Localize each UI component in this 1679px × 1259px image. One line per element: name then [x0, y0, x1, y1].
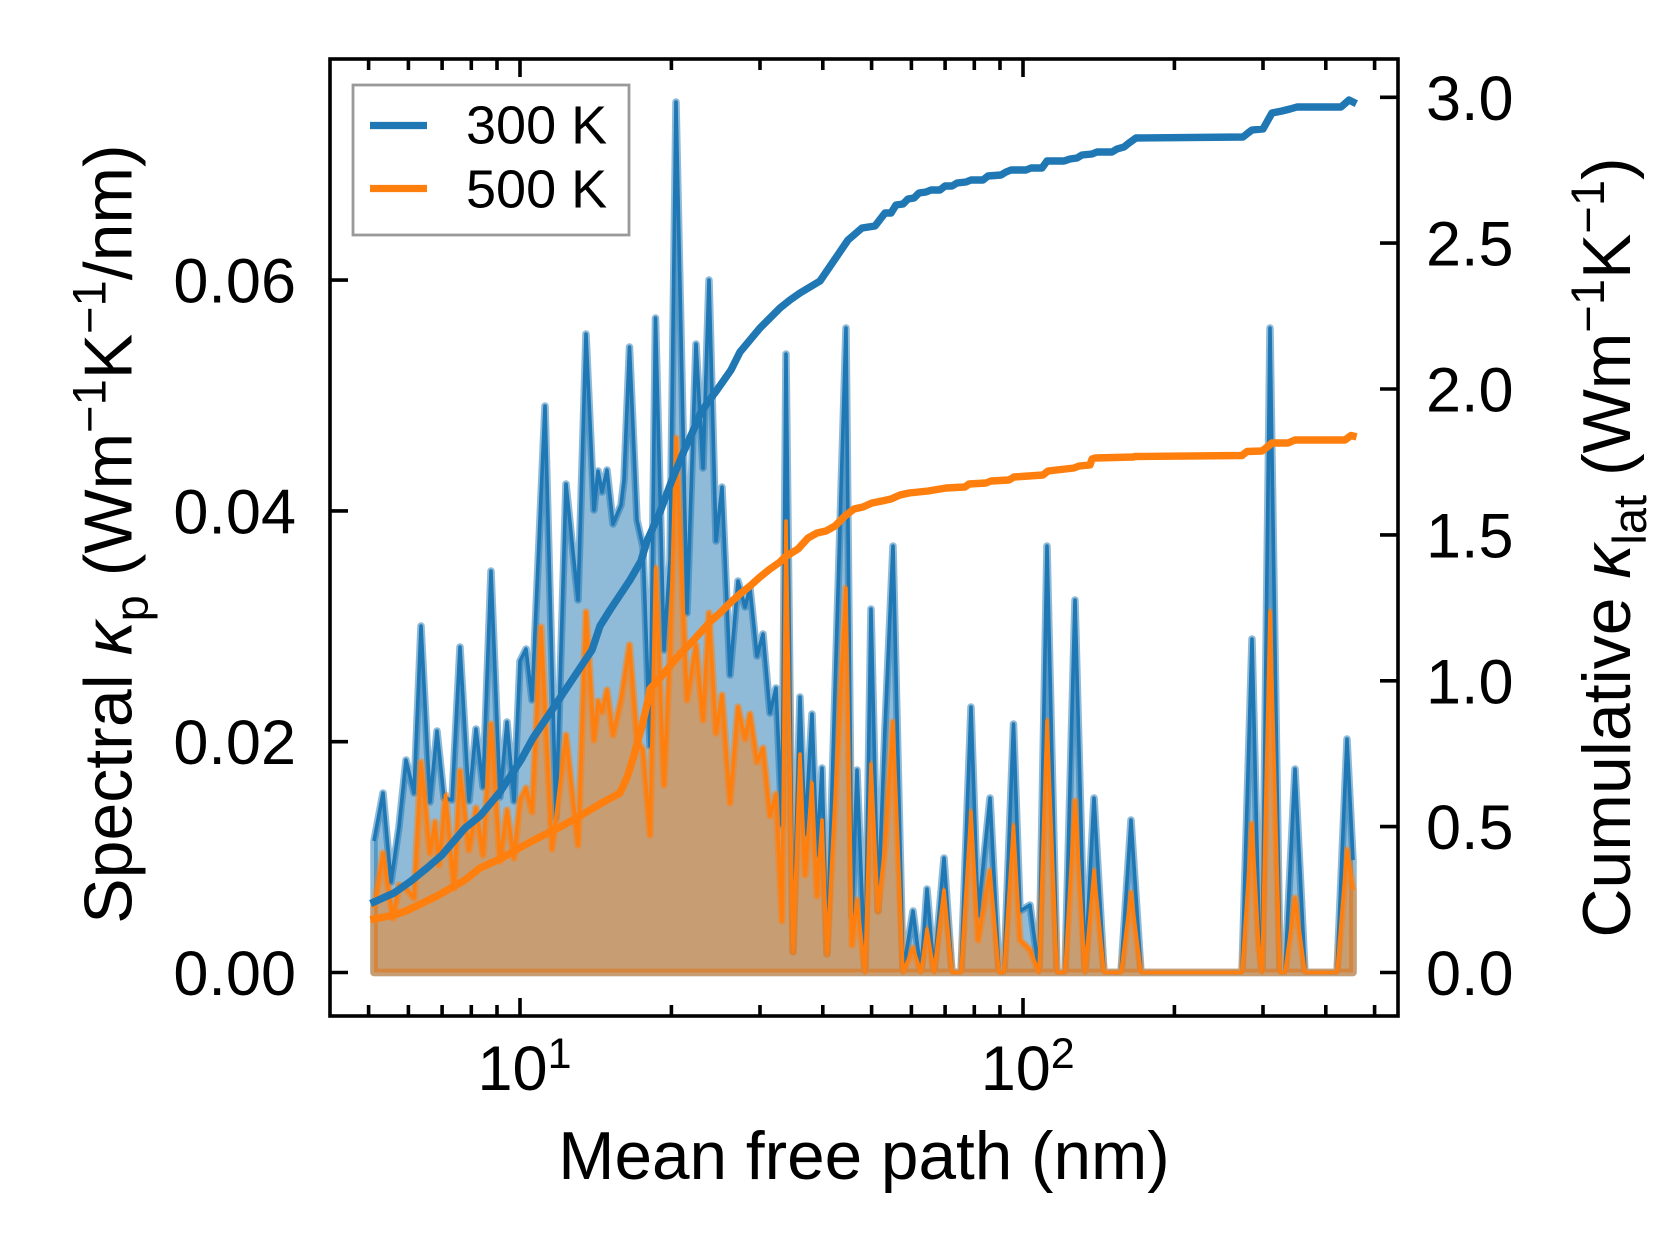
svg-text:101: 101	[478, 1030, 572, 1104]
svg-text:1.0: 1.0	[1426, 647, 1514, 717]
svg-text:3.0: 3.0	[1426, 64, 1514, 134]
svg-text:0.06: 0.06	[173, 247, 296, 317]
svg-text:0.02: 0.02	[173, 708, 296, 778]
svg-text:2.5: 2.5	[1426, 210, 1514, 280]
svg-text:300 K: 300 K	[466, 95, 607, 155]
svg-text:500 K: 500 K	[466, 160, 607, 220]
svg-text:0.04: 0.04	[173, 477, 296, 547]
svg-text:2.0: 2.0	[1426, 356, 1514, 426]
svg-text:0.00: 0.00	[173, 939, 296, 1009]
svg-text:Cumulative κlat (Wm−1K−1): Cumulative κlat (Wm−1K−1)	[1561, 157, 1656, 937]
svg-text:Mean free path (nm): Mean free path (nm)	[558, 1119, 1170, 1194]
svg-text:Spectral κp (Wm−1K−1/nm): Spectral κp (Wm−1K−1/nm)	[63, 144, 158, 923]
svg-text:0.0: 0.0	[1426, 939, 1514, 1009]
svg-text:1.5: 1.5	[1426, 501, 1514, 571]
svg-text:0.5: 0.5	[1426, 793, 1514, 863]
